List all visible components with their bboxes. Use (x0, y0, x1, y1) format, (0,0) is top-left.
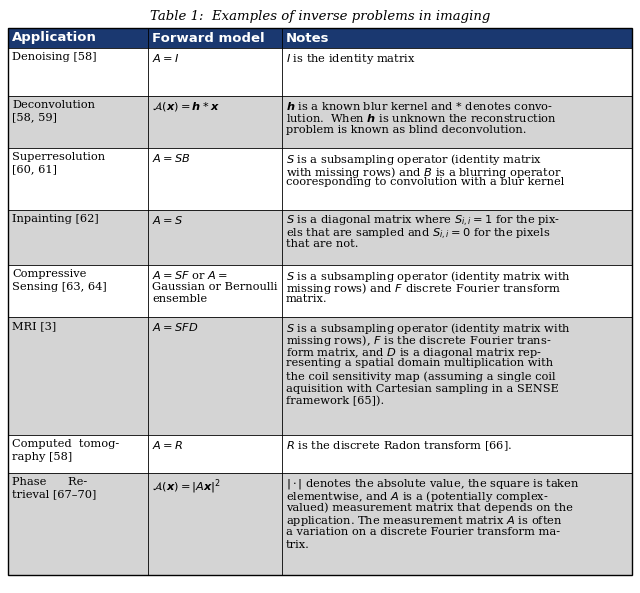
Text: $A = R$: $A = R$ (152, 439, 183, 451)
Text: valued) measurement matrix that depends on the: valued) measurement matrix that depends … (286, 502, 573, 512)
Text: framework [65]).: framework [65]). (286, 396, 384, 406)
Text: $S$ is a diagonal matrix where $S_{i,i} = 1$ for the pix-: $S$ is a diagonal matrix where $S_{i,i} … (286, 214, 560, 229)
Text: resenting a spatial domain multiplication with: resenting a spatial domain multiplicatio… (286, 359, 553, 368)
Text: Phase      Re-: Phase Re- (12, 477, 87, 487)
Bar (8, 435, 632, 473)
Text: $R$ is the discrete Radon transform [66].: $R$ is the discrete Radon transform [66]… (286, 439, 512, 452)
Text: Compressive: Compressive (12, 269, 86, 279)
Text: [58, 59]: [58, 59] (12, 113, 57, 123)
Text: $A = SF$ or $A =$: $A = SF$ or $A =$ (152, 269, 228, 281)
Bar (8, 96, 632, 148)
Text: Gaussian or Bernoulli: Gaussian or Bernoulli (152, 282, 278, 292)
Text: application. The measurement matrix $A$ is often: application. The measurement matrix $A$ … (286, 515, 563, 528)
Text: Superresolution: Superresolution (12, 152, 105, 162)
Text: $\mathcal{A}(\boldsymbol{x}) = |A\boldsymbol{x}|^2$: $\mathcal{A}(\boldsymbol{x}) = |A\boldsy… (152, 477, 221, 496)
Bar (8, 473, 632, 575)
Text: missing rows), $F$ is the discrete Fourier trans-: missing rows), $F$ is the discrete Fouri… (286, 333, 552, 349)
Text: $A = SFD$: $A = SFD$ (152, 321, 198, 333)
Text: trieval [67–70]: trieval [67–70] (12, 489, 97, 499)
Text: $A = I$: $A = I$ (152, 52, 179, 64)
Text: Forward model: Forward model (152, 31, 264, 44)
Text: [60, 61]: [60, 61] (12, 164, 57, 174)
Text: lution.  When $\boldsymbol{h}$ is unknown the reconstruction: lution. When $\boldsymbol{h}$ is unknown… (286, 113, 557, 125)
Text: MRI [3]: MRI [3] (12, 321, 56, 331)
Text: cooresponding to convolution with a blur kernel: cooresponding to convolution with a blur… (286, 177, 564, 187)
Bar (8, 28, 632, 48)
Text: $A = S$: $A = S$ (152, 214, 183, 226)
Text: raphy [58]: raphy [58] (12, 451, 72, 461)
Text: Table 1:  Examples of inverse problems in imaging: Table 1: Examples of inverse problems in… (150, 10, 490, 23)
Text: form matrix, and $D$ is a diagonal matrix rep-: form matrix, and $D$ is a diagonal matri… (286, 346, 542, 360)
Text: els that are sampled and $S_{i,i} = 0$ for the pixels: els that are sampled and $S_{i,i} = 0$ f… (286, 227, 550, 241)
Text: aquisition with Cartesian sampling in a SENSE: aquisition with Cartesian sampling in a … (286, 384, 559, 394)
Bar (8, 148, 632, 210)
Bar (8, 210, 632, 265)
Text: Sensing [63, 64]: Sensing [63, 64] (12, 282, 107, 292)
Text: missing rows) and $F$ discrete Fourier transform: missing rows) and $F$ discrete Fourier t… (286, 282, 561, 296)
Text: with missing rows) and $B$ is a blurring operator: with missing rows) and $B$ is a blurring… (286, 164, 561, 180)
Text: Inpainting [62]: Inpainting [62] (12, 214, 99, 224)
Bar (8, 265, 632, 317)
Text: trix.: trix. (286, 540, 310, 550)
Text: $A = SB$: $A = SB$ (152, 152, 191, 164)
Text: $S$ is a subsampling operator (identity matrix with: $S$ is a subsampling operator (identity … (286, 321, 571, 336)
Text: ensemble: ensemble (152, 294, 207, 304)
Text: $\boldsymbol{h}$ is a known blur kernel and $*$ denotes convo-: $\boldsymbol{h}$ is a known blur kernel … (286, 100, 553, 112)
Text: $\mathcal{A}(\boldsymbol{x}) = \boldsymbol{h} * \boldsymbol{x}$: $\mathcal{A}(\boldsymbol{x}) = \boldsymb… (152, 100, 220, 113)
Text: elementwise, and $A$ is a (potentially complex-: elementwise, and $A$ is a (potentially c… (286, 489, 548, 505)
Text: a variation on a discrete Fourier transform ma-: a variation on a discrete Fourier transf… (286, 527, 560, 537)
Text: Denoising [58]: Denoising [58] (12, 52, 97, 62)
Bar (8, 48, 632, 96)
Text: $S$ is a subsampling operator (identity matrix: $S$ is a subsampling operator (identity … (286, 152, 542, 167)
Text: Notes: Notes (286, 31, 330, 44)
Text: Deconvolution: Deconvolution (12, 100, 95, 110)
Text: matrix.: matrix. (286, 294, 328, 304)
Bar (8, 317, 632, 435)
Text: Application: Application (12, 31, 97, 44)
Text: the coil sensitivity map (assuming a single coil: the coil sensitivity map (assuming a sin… (286, 371, 556, 381)
Text: problem is known as blind deconvolution.: problem is known as blind deconvolution. (286, 125, 527, 135)
Text: $|\cdot|$ denotes the absolute value, the square is taken: $|\cdot|$ denotes the absolute value, th… (286, 477, 580, 491)
Text: $I$ is the identity matrix: $I$ is the identity matrix (286, 52, 415, 66)
Text: $S$ is a subsampling operator (identity matrix with: $S$ is a subsampling operator (identity … (286, 269, 571, 284)
Text: that are not.: that are not. (286, 239, 358, 249)
Text: Computed  tomog-: Computed tomog- (12, 439, 119, 449)
